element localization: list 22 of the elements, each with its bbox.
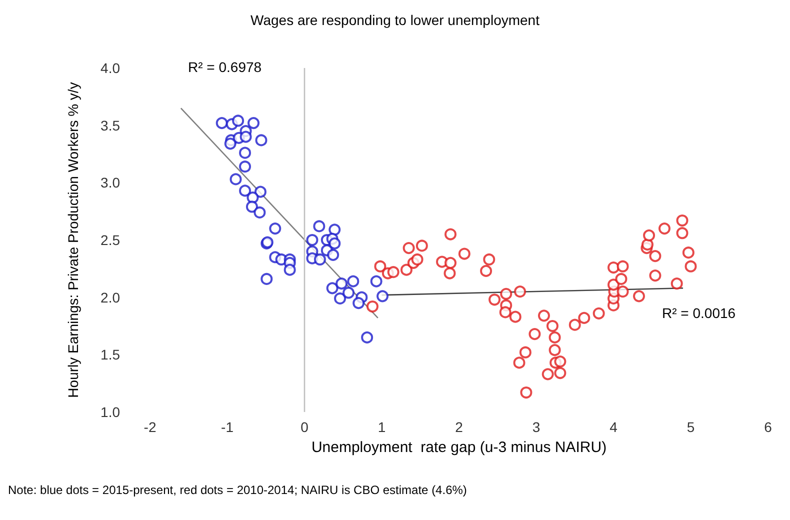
x-tick-label: 4 [610,419,618,435]
chart-title: Wages are responding to lower unemployment [250,12,540,28]
y-tick-label: 4.0 [100,60,120,76]
x-tick-label: 1 [378,419,386,435]
y-tick-label: 1.5 [100,346,120,363]
x-axis-title: Unemployment rate gap (u-3 minus NAIRU) [311,439,607,456]
y-tick-label: 3.0 [100,174,120,191]
y-tick-label: 2.0 [100,289,120,306]
annotation: R² = 0.0016 [662,305,736,321]
x-tick-label: 2 [455,419,464,435]
x-tick-label: 3 [532,419,540,435]
y-tick-label: 1.0 [100,404,120,420]
y-tick-label: 3.5 [100,117,120,134]
x-tick-label: 5 [686,419,695,435]
x-tick-label: -1 [221,419,234,435]
y-tick-label: 2.5 [100,232,120,248]
y-axis-title: Hourly Earnings: Private Production Workers % y/y [65,82,81,398]
x-tick-label: -2 [144,419,156,435]
annotation: R² = 0.6978 [188,59,262,75]
x-tick-label: 6 [764,419,772,435]
text: Note: blue dots = 2015-present, red dots = 2010-2014; NAIRU is CBO estimate (4.6%) [8,483,467,497]
x-tick-label: 0 [300,419,309,435]
